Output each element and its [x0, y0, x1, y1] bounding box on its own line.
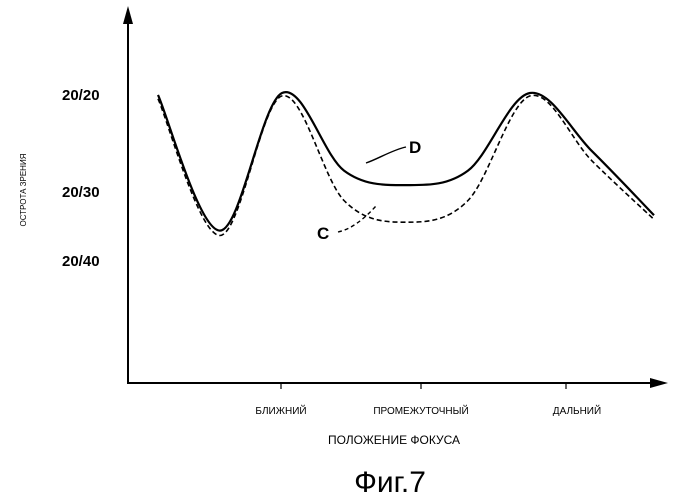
x-tick-label: БЛИЖНИЙ	[255, 404, 306, 417]
figure-caption: Фиг.7	[354, 466, 426, 499]
x-axis-arrow	[650, 378, 668, 388]
series-line-d	[156, 91, 655, 232]
x-axis-title: ПОЛОЖЕНИЕ ФОКУСА	[328, 433, 460, 447]
series-line-c	[157, 94, 655, 237]
y-axis-arrow	[123, 6, 133, 24]
y-axis-title: ОСТРОТА ЗРЕНИЯ	[19, 153, 28, 226]
x-tick-label: ДАЛЬНИЙ	[553, 404, 601, 417]
y-tick-label: 20/20	[62, 87, 100, 104]
series-c-label: C	[317, 224, 329, 243]
y-tick-label: 20/40	[62, 253, 100, 270]
series-c-leader	[337, 205, 377, 233]
axes	[123, 6, 668, 388]
x-tick-label: ПРОМЕЖУТОЧНЫЙ	[373, 404, 468, 417]
series-d-label: D	[409, 138, 421, 157]
y-tick-label: 20/30	[62, 184, 100, 201]
series-d-leader	[365, 146, 407, 164]
x-ticks	[280, 383, 567, 389]
